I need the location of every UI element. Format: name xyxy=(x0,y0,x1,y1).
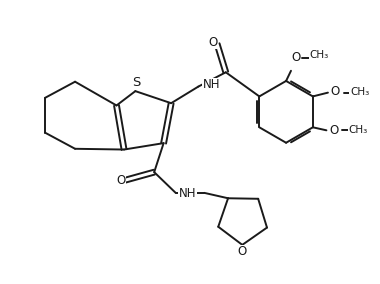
Text: CH₃: CH₃ xyxy=(350,87,369,97)
Text: S: S xyxy=(132,76,140,89)
Text: NH: NH xyxy=(203,78,220,91)
Text: O: O xyxy=(237,245,246,258)
Text: O: O xyxy=(329,124,339,137)
Text: O: O xyxy=(116,174,126,187)
Text: CH₃: CH₃ xyxy=(309,50,328,60)
Text: O: O xyxy=(291,51,300,64)
Text: O: O xyxy=(208,36,217,49)
Text: NH: NH xyxy=(179,187,196,200)
Text: CH₃: CH₃ xyxy=(348,125,368,135)
Text: O: O xyxy=(331,85,340,98)
